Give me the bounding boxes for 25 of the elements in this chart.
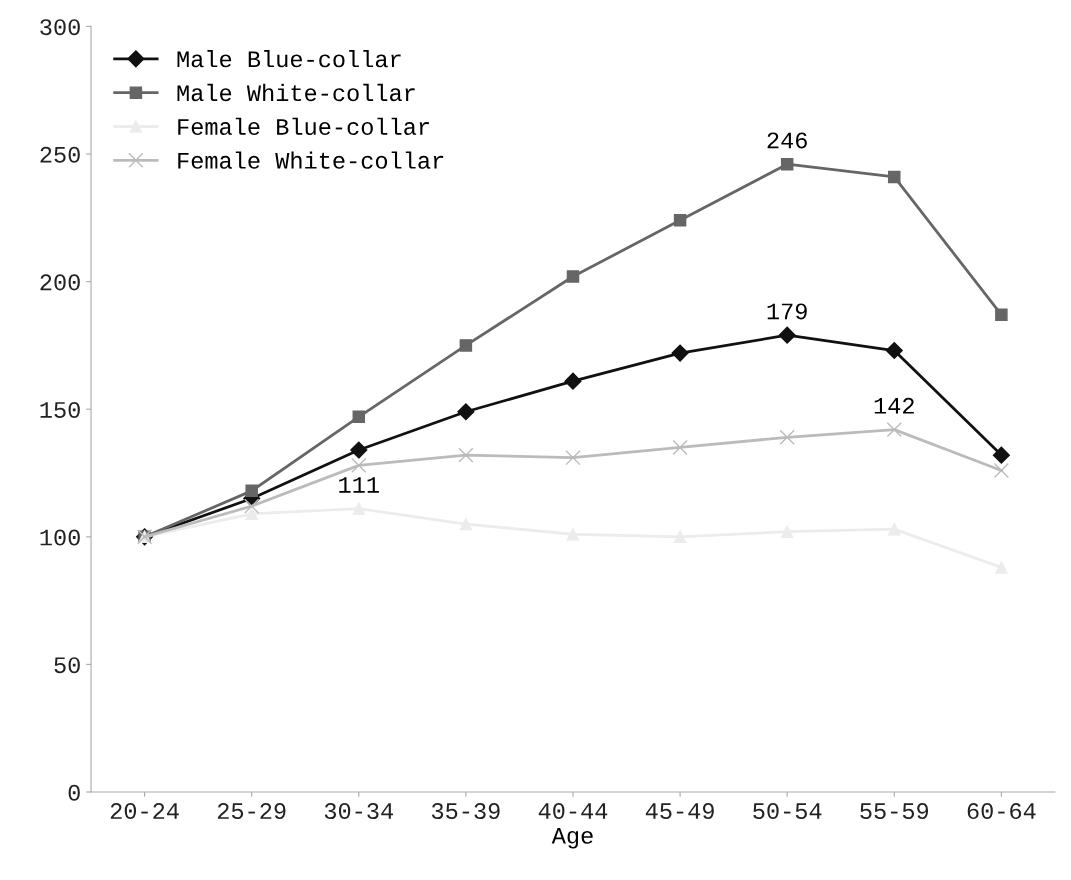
y-tick-label: 300 (40, 19, 80, 36)
annotation: 111 (339, 477, 379, 493)
x-tick-label: 35-39 (431, 803, 500, 820)
x-tick-label: 20-24 (110, 803, 179, 820)
x-axis-title: Age (551, 828, 593, 849)
y-tick-label: 250 (40, 146, 80, 163)
x-tick-label: 30-34 (324, 803, 394, 820)
legend-label: Female Blue-collar (178, 117, 429, 135)
annotation: 246 (767, 132, 807, 149)
x-tick-label: 25-29 (217, 803, 286, 820)
legend-label: Male White-collar (177, 83, 415, 102)
x-tick-label: 55-59 (860, 803, 929, 820)
annotation: 142 (874, 397, 914, 414)
annotation: 179 (767, 303, 807, 320)
legend-label: Male Blue-collar (177, 50, 401, 68)
x-tick-label: 45-49 (645, 803, 714, 820)
y-tick-label: 150 (40, 401, 80, 418)
x-tick-label: 60-64 (967, 803, 1036, 820)
y-tick-label: 100 (40, 529, 80, 546)
y-tick-label: 0 (68, 784, 80, 801)
y-tick-label: 50 (54, 657, 80, 674)
legend-label: Female White-collar (178, 151, 444, 169)
x-tick-label: 40-44 (538, 803, 608, 820)
x-tick-label: 50-54 (753, 803, 822, 820)
y-tick-label: 200 (40, 274, 80, 291)
